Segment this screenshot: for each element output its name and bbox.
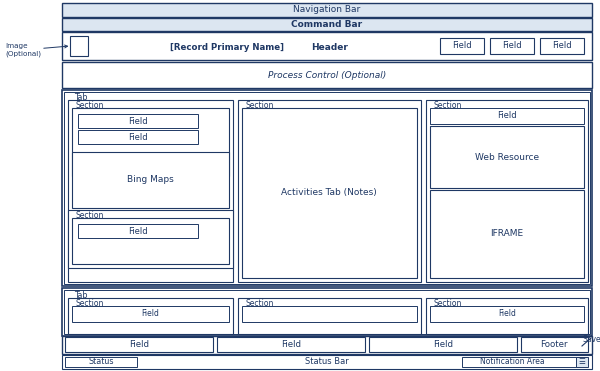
Text: Bing Maps: Bing Maps bbox=[127, 175, 173, 184]
Bar bbox=[68, 100, 233, 282]
Text: ☰: ☰ bbox=[578, 358, 586, 367]
Bar bbox=[62, 3, 592, 17]
Bar bbox=[68, 210, 233, 268]
Text: Section: Section bbox=[76, 102, 104, 111]
Text: Field: Field bbox=[498, 309, 516, 318]
Text: Field: Field bbox=[128, 132, 148, 141]
Bar bbox=[242, 306, 417, 322]
Bar bbox=[70, 36, 88, 56]
Text: Section: Section bbox=[76, 299, 104, 308]
Bar bbox=[78, 130, 198, 144]
Text: Command Bar: Command Bar bbox=[292, 20, 362, 29]
Bar bbox=[540, 38, 584, 54]
Bar bbox=[68, 298, 233, 334]
Bar bbox=[242, 108, 417, 278]
Bar bbox=[62, 18, 592, 31]
Bar bbox=[576, 357, 588, 367]
Bar bbox=[72, 108, 229, 176]
Text: Field: Field bbox=[128, 227, 148, 236]
Bar bbox=[62, 355, 592, 369]
Text: Field: Field bbox=[281, 340, 301, 349]
Text: Status Bar: Status Bar bbox=[305, 358, 349, 367]
Text: Activities Tab (Notes): Activities Tab (Notes) bbox=[281, 188, 377, 197]
Bar bbox=[72, 152, 229, 208]
Text: Field: Field bbox=[452, 42, 472, 50]
Bar bbox=[65, 357, 137, 367]
Bar bbox=[72, 218, 229, 264]
Bar bbox=[78, 224, 198, 238]
Bar bbox=[62, 90, 592, 286]
Bar bbox=[430, 108, 584, 124]
Text: Section: Section bbox=[434, 102, 463, 111]
Text: Field: Field bbox=[433, 340, 453, 349]
Text: Field: Field bbox=[128, 116, 148, 125]
Text: Section: Section bbox=[434, 299, 463, 308]
Text: Section: Section bbox=[246, 102, 274, 111]
Text: Section: Section bbox=[246, 299, 274, 308]
Text: Image
(Optional): Image (Optional) bbox=[5, 43, 68, 57]
Text: Field: Field bbox=[502, 42, 522, 50]
Text: Section: Section bbox=[76, 210, 104, 220]
Text: Notification Area: Notification Area bbox=[479, 358, 544, 367]
Bar bbox=[62, 62, 592, 88]
Text: Process Control (Optional): Process Control (Optional) bbox=[268, 70, 386, 79]
Bar bbox=[64, 92, 590, 284]
Text: Save: Save bbox=[583, 335, 600, 345]
Text: Header: Header bbox=[311, 43, 349, 52]
Bar bbox=[64, 290, 590, 334]
Bar bbox=[238, 298, 421, 334]
Text: Field: Field bbox=[497, 112, 517, 121]
Bar bbox=[78, 114, 198, 128]
Text: Field: Field bbox=[129, 340, 149, 349]
Text: Navigation Bar: Navigation Bar bbox=[293, 6, 361, 14]
Text: Web Resource: Web Resource bbox=[475, 152, 539, 161]
Bar bbox=[72, 306, 229, 322]
Bar bbox=[62, 288, 592, 336]
Bar bbox=[426, 100, 588, 282]
Text: Tab: Tab bbox=[74, 290, 88, 299]
Bar bbox=[430, 306, 584, 322]
Text: Footer: Footer bbox=[540, 340, 568, 349]
Bar bbox=[430, 126, 584, 188]
Text: Status: Status bbox=[88, 358, 114, 367]
Text: IFRAME: IFRAME bbox=[490, 230, 524, 239]
Text: Field: Field bbox=[552, 42, 572, 50]
Bar bbox=[490, 38, 534, 54]
Text: Tab: Tab bbox=[74, 92, 88, 102]
Bar bbox=[62, 32, 592, 60]
Text: Field: Field bbox=[141, 309, 159, 318]
Bar bbox=[62, 336, 592, 354]
Bar bbox=[65, 337, 213, 352]
Bar bbox=[238, 100, 421, 282]
Bar bbox=[217, 337, 365, 352]
Bar bbox=[369, 337, 517, 352]
Bar bbox=[440, 38, 484, 54]
Bar bbox=[462, 357, 580, 367]
Bar bbox=[521, 337, 588, 352]
Bar bbox=[426, 298, 588, 334]
Text: [Record Primary Name]: [Record Primary Name] bbox=[170, 43, 284, 52]
Bar bbox=[430, 190, 584, 278]
